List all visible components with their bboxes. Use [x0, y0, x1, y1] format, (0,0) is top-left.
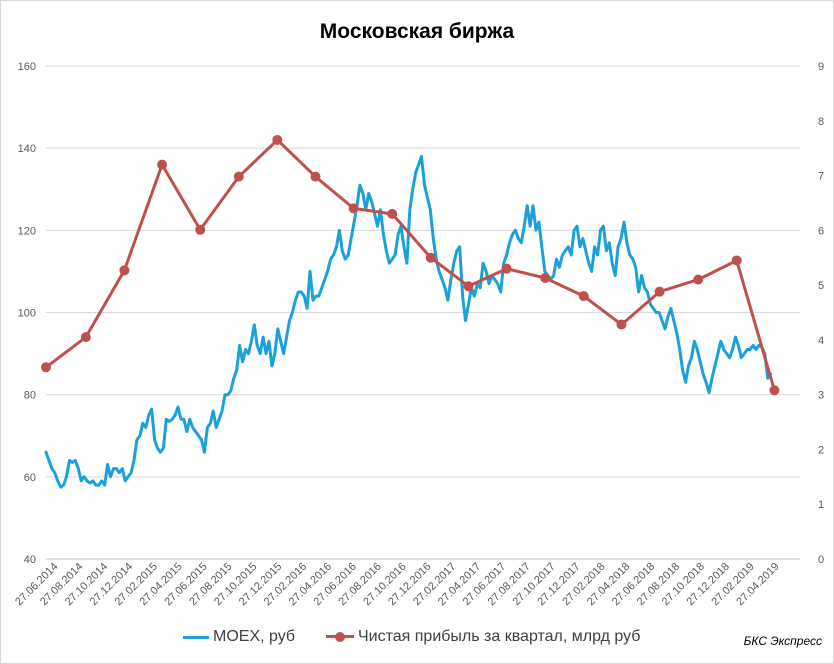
- right-tick-label: 5: [818, 280, 824, 292]
- net-profit-point: [41, 362, 51, 373]
- net-profit-point: [195, 224, 206, 235]
- source-label: БКС Экспресс: [743, 634, 822, 648]
- left-tick-label: 60: [24, 472, 36, 484]
- net-profit-point: [272, 134, 283, 145]
- net-profit-point: [578, 291, 589, 302]
- right-tick-label: 7: [818, 171, 824, 183]
- net-profit-point: [731, 255, 742, 266]
- net-profit-point: [119, 265, 130, 276]
- legend-swatch-profit: [326, 630, 354, 644]
- net-profit-line: [45, 138, 776, 391]
- right-tick-label: 8: [818, 116, 824, 128]
- legend-item-moex[interactable]: MOEX, руб: [183, 628, 295, 646]
- series-layer: [41, 134, 780, 489]
- left-axis: 40 60 80 100 120 140 160: [18, 61, 36, 566]
- net-profit-point: [348, 203, 359, 214]
- legend: MOEX, руб Чистая прибыль за квартал, млр…: [0, 628, 834, 652]
- left-tick-label: 140: [18, 143, 36, 155]
- net-profit-point: [463, 281, 474, 292]
- right-tick-label: 1: [818, 499, 824, 511]
- right-tick-label: 9: [818, 61, 824, 73]
- net-profit-point: [387, 208, 398, 219]
- net-profit-point: [540, 272, 551, 283]
- right-tick-label: 4: [818, 335, 824, 347]
- left-tick-label: 100: [18, 308, 36, 320]
- legend-label-profit: Чистая прибыль за квартал, млрд руб: [358, 628, 641, 645]
- left-tick-label: 120: [18, 225, 36, 237]
- net-profit-point: [425, 252, 436, 263]
- net-profit-point: [501, 263, 512, 274]
- net-profit-point: [616, 319, 627, 330]
- grid-layer: [46, 65, 800, 560]
- right-tick-label: 0: [818, 554, 824, 566]
- moex-price-line: [44, 154, 773, 489]
- net-profit-point: [233, 171, 244, 182]
- left-tick-label: 160: [18, 61, 36, 73]
- right-axis: 0 1 2 3 4 5 6 7 8 9: [818, 61, 824, 566]
- x-axis: 27.06.201427.08.201427.10.201427.12.2014…: [13, 558, 800, 608]
- chart-title: Московская биржа: [319, 20, 515, 43]
- net-profit-point: [769, 385, 780, 396]
- right-tick-label: 2: [818, 444, 824, 456]
- right-tick-label: 6: [818, 225, 824, 237]
- right-tick-label: 3: [818, 390, 824, 402]
- net-profit-point: [310, 171, 321, 182]
- left-tick-label: 40: [24, 554, 36, 566]
- legend-swatch-moex: [183, 635, 209, 639]
- net-profit-point: [80, 332, 91, 343]
- legend-label-moex: MOEX, руб: [213, 628, 296, 645]
- net-profit-point: [654, 286, 665, 297]
- left-tick-label: 80: [24, 390, 36, 402]
- net-profit-point: [157, 159, 168, 170]
- legend-item-profit[interactable]: Чистая прибыль за квартал, млрд руб: [326, 628, 640, 646]
- net-profit-point: [693, 274, 704, 285]
